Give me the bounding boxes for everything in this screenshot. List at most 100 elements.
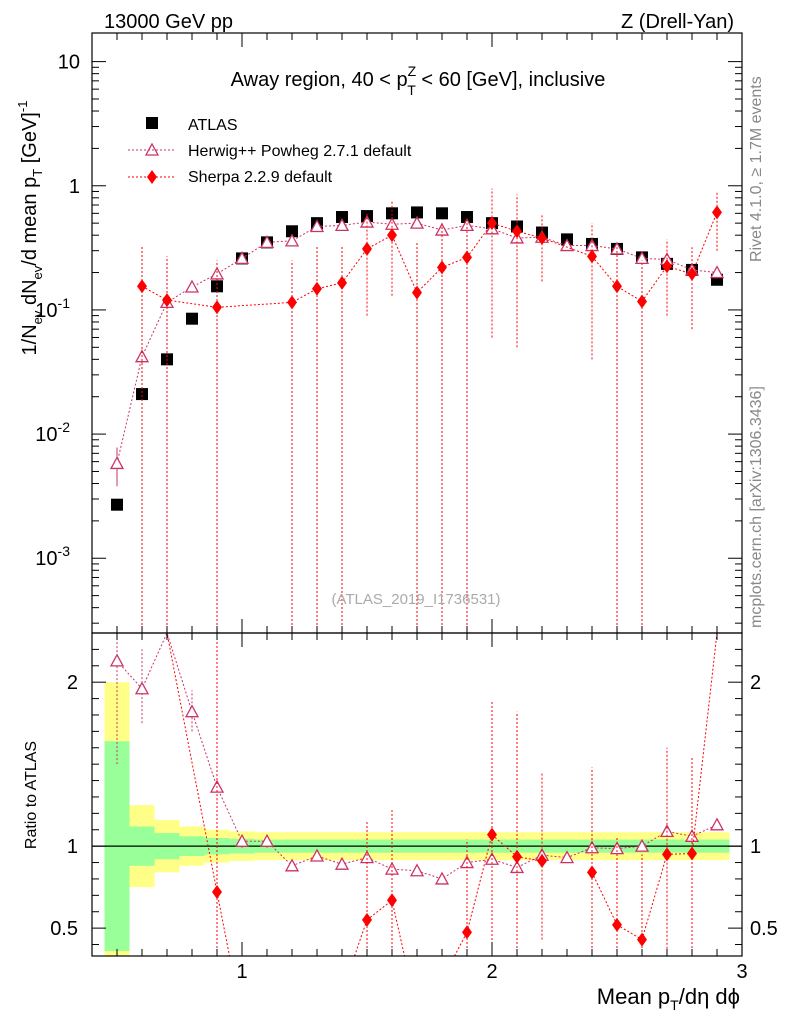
ratio-y-axis-label: Ratio to ATLAS — [23, 741, 40, 849]
legend-marker-herwig — [144, 142, 160, 156]
legend-label-sherpa: Sherpa 2.2.9 default — [188, 169, 333, 186]
ratio-y-tick-label-right: 2 — [750, 672, 761, 694]
main-y-tick-label-exp: -2 — [58, 419, 71, 435]
sherpa-point — [662, 259, 672, 274]
herwig-ratio-point — [634, 838, 650, 852]
herwig-ratio-point — [609, 841, 625, 855]
ratio-y-tick-label-left: 0.5 — [50, 918, 78, 940]
main-title: Away region, 40 < pZ T < 60 [GeV], inclus… — [231, 63, 606, 98]
rivet-version-label: Rivet 4.1.0, ≥ 1.7M events — [748, 76, 765, 262]
herwig-ratio-point — [334, 856, 350, 870]
sherpa-ratio-offscale-segment — [216, 891, 230, 957]
header-right: Z (Drell-Yan) — [621, 11, 734, 33]
ratio-frame — [91, 632, 743, 957]
main-y-tick-label-base: 10 — [35, 424, 57, 446]
sherpa-point — [362, 241, 372, 256]
ratio-y-tick-label-right: 0.5 — [750, 918, 778, 940]
herwig-point — [259, 235, 275, 249]
sherpa-point — [687, 266, 697, 281]
sherpa-point — [462, 250, 472, 265]
main-series-layer — [109, 188, 725, 633]
herwig-point — [234, 251, 250, 265]
atlas-point — [211, 280, 223, 293]
ratio-x-tick-label: 2 — [486, 961, 497, 983]
ratio-series-layer — [109, 631, 725, 957]
x-axis-label: Mean pT/dη dϕ — [597, 984, 740, 1013]
main-y-tick-label-exp: -3 — [58, 543, 71, 559]
atlas-point — [411, 206, 423, 219]
sherpa-ratio-offscale-segment — [691, 632, 718, 854]
herwig-ratio-point — [109, 653, 125, 667]
herwig-ratio-point — [409, 863, 425, 877]
main-y-tick-label-base: 10 — [58, 52, 80, 74]
analysis-watermark: (ATLAS_2019_I1736531) — [331, 591, 500, 608]
main-y-tick-label: 10-3 — [35, 543, 70, 570]
herwig-ratio-point — [384, 861, 400, 875]
sherpa-ratio-offscale-segment — [391, 900, 405, 957]
sherpa-point — [712, 205, 722, 220]
ratio-uncertainty-bands — [92, 682, 742, 956]
atlas-point — [436, 207, 448, 220]
legend-marker-atlas — [146, 117, 158, 129]
legend: ATLAS Herwig++ Powheg 2.7.1 default Sher… — [128, 117, 412, 186]
ratio-y-tick-label-left: 2 — [67, 672, 78, 694]
herwig-point — [409, 215, 425, 229]
herwig-point — [309, 219, 325, 233]
sherpa-point — [387, 228, 397, 243]
atlas-point — [386, 207, 398, 220]
herwig-ratio-point — [309, 848, 325, 862]
main-y-tick-label-base: 1 — [69, 176, 80, 198]
mcplots-label: mcplots.cern.ch [arXiv:1306.3436] — [748, 386, 765, 628]
herwig-point — [109, 456, 125, 470]
sherpa-ratio-line — [491, 834, 518, 858]
herwig-ratio-point — [284, 858, 300, 872]
atlas-point — [461, 211, 473, 224]
sherpa-point — [587, 249, 597, 264]
main-y-tick-label: 10-1 — [35, 295, 70, 322]
herwig-point — [434, 222, 450, 236]
main-y-tick-label: 10 — [58, 52, 80, 74]
sherpa-ratio-line — [666, 853, 693, 855]
sherpa-ratio-line — [591, 872, 618, 926]
sherpa-point — [287, 295, 297, 310]
ratio-axes: 1 2 30.5 0.51 12 2 — [50, 632, 778, 983]
sherpa-point — [487, 216, 497, 231]
sherpa-ratio-offscale-segment — [454, 931, 468, 957]
sherpa-point — [137, 279, 147, 294]
main-y-tick-label: 10-2 — [35, 419, 70, 446]
sherpa-point — [512, 224, 522, 239]
sherpa-point — [537, 230, 547, 245]
legend-marker-sherpa — [147, 170, 157, 184]
herwig-ratio-point — [234, 833, 250, 847]
atlas-point — [336, 211, 348, 224]
sherpa-point — [412, 285, 422, 300]
legend-label-herwig: Herwig++ Powheg 2.7.1 default — [188, 143, 412, 160]
herwig-point — [709, 265, 725, 279]
herwig-ratio-point — [434, 871, 450, 885]
sherpa-point — [637, 294, 647, 309]
sherpa-ratio-line — [641, 854, 668, 940]
sherpa-point — [212, 300, 222, 315]
legend-label-atlas: ATLAS — [188, 117, 238, 134]
ratio-x-tick-label: 1 — [236, 961, 247, 983]
herwig-ratio-point — [259, 833, 275, 847]
atlas-point — [286, 225, 298, 238]
ratio-x-tick-label: 3 — [736, 961, 747, 983]
herwig-point — [334, 217, 350, 231]
sherpa-point — [162, 293, 172, 308]
herwig-ratio-point — [134, 681, 150, 695]
main-y-tick-label: 1 — [69, 176, 80, 198]
atlas-point — [186, 312, 198, 325]
herwig-point — [184, 279, 200, 293]
sherpa-ratio-line — [466, 834, 493, 933]
sherpa-ratio-offscale-segment — [354, 919, 368, 957]
atlas-point — [136, 388, 148, 401]
main-y-tick-label-base: 10 — [35, 548, 57, 570]
sherpa-point — [437, 260, 447, 275]
main-y-tick-label-exp: -1 — [58, 295, 71, 311]
sherpa-ratio-line — [516, 856, 543, 862]
ratio-y-tick-label-right: 1 — [750, 836, 761, 858]
sherpa-point — [612, 279, 622, 294]
